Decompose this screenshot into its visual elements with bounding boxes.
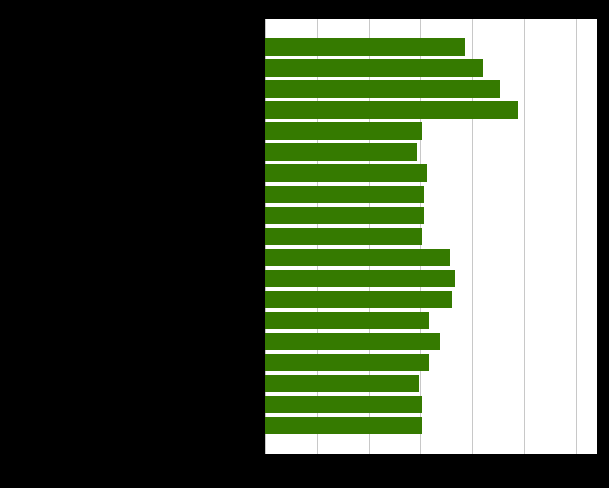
Bar (265, 228, 422, 245)
Bar (265, 81, 501, 99)
Bar (265, 123, 422, 141)
Bar (265, 396, 422, 413)
Bar (265, 102, 518, 120)
Bar (265, 417, 422, 434)
Bar (265, 270, 455, 287)
Bar (265, 354, 429, 371)
Bar (265, 60, 482, 78)
Bar (265, 249, 449, 266)
Bar (265, 207, 424, 224)
Bar (265, 186, 424, 203)
Bar (265, 291, 452, 308)
Bar (265, 39, 465, 57)
Bar (265, 165, 427, 183)
Bar (265, 375, 419, 392)
Bar (265, 312, 429, 329)
Bar (265, 333, 440, 350)
Bar (265, 144, 417, 162)
